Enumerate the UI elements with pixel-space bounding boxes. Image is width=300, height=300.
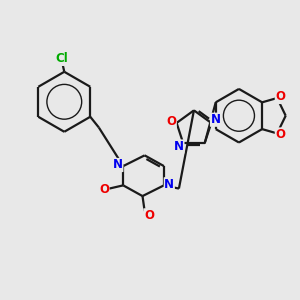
Text: O: O xyxy=(166,116,176,128)
Text: O: O xyxy=(275,91,285,103)
Text: N: N xyxy=(174,140,184,153)
Text: O: O xyxy=(99,183,109,196)
Text: O: O xyxy=(275,128,285,141)
Text: N: N xyxy=(113,158,123,172)
Text: O: O xyxy=(144,209,154,222)
Text: N: N xyxy=(164,178,174,191)
Text: Cl: Cl xyxy=(56,52,68,65)
Text: N: N xyxy=(211,113,220,126)
